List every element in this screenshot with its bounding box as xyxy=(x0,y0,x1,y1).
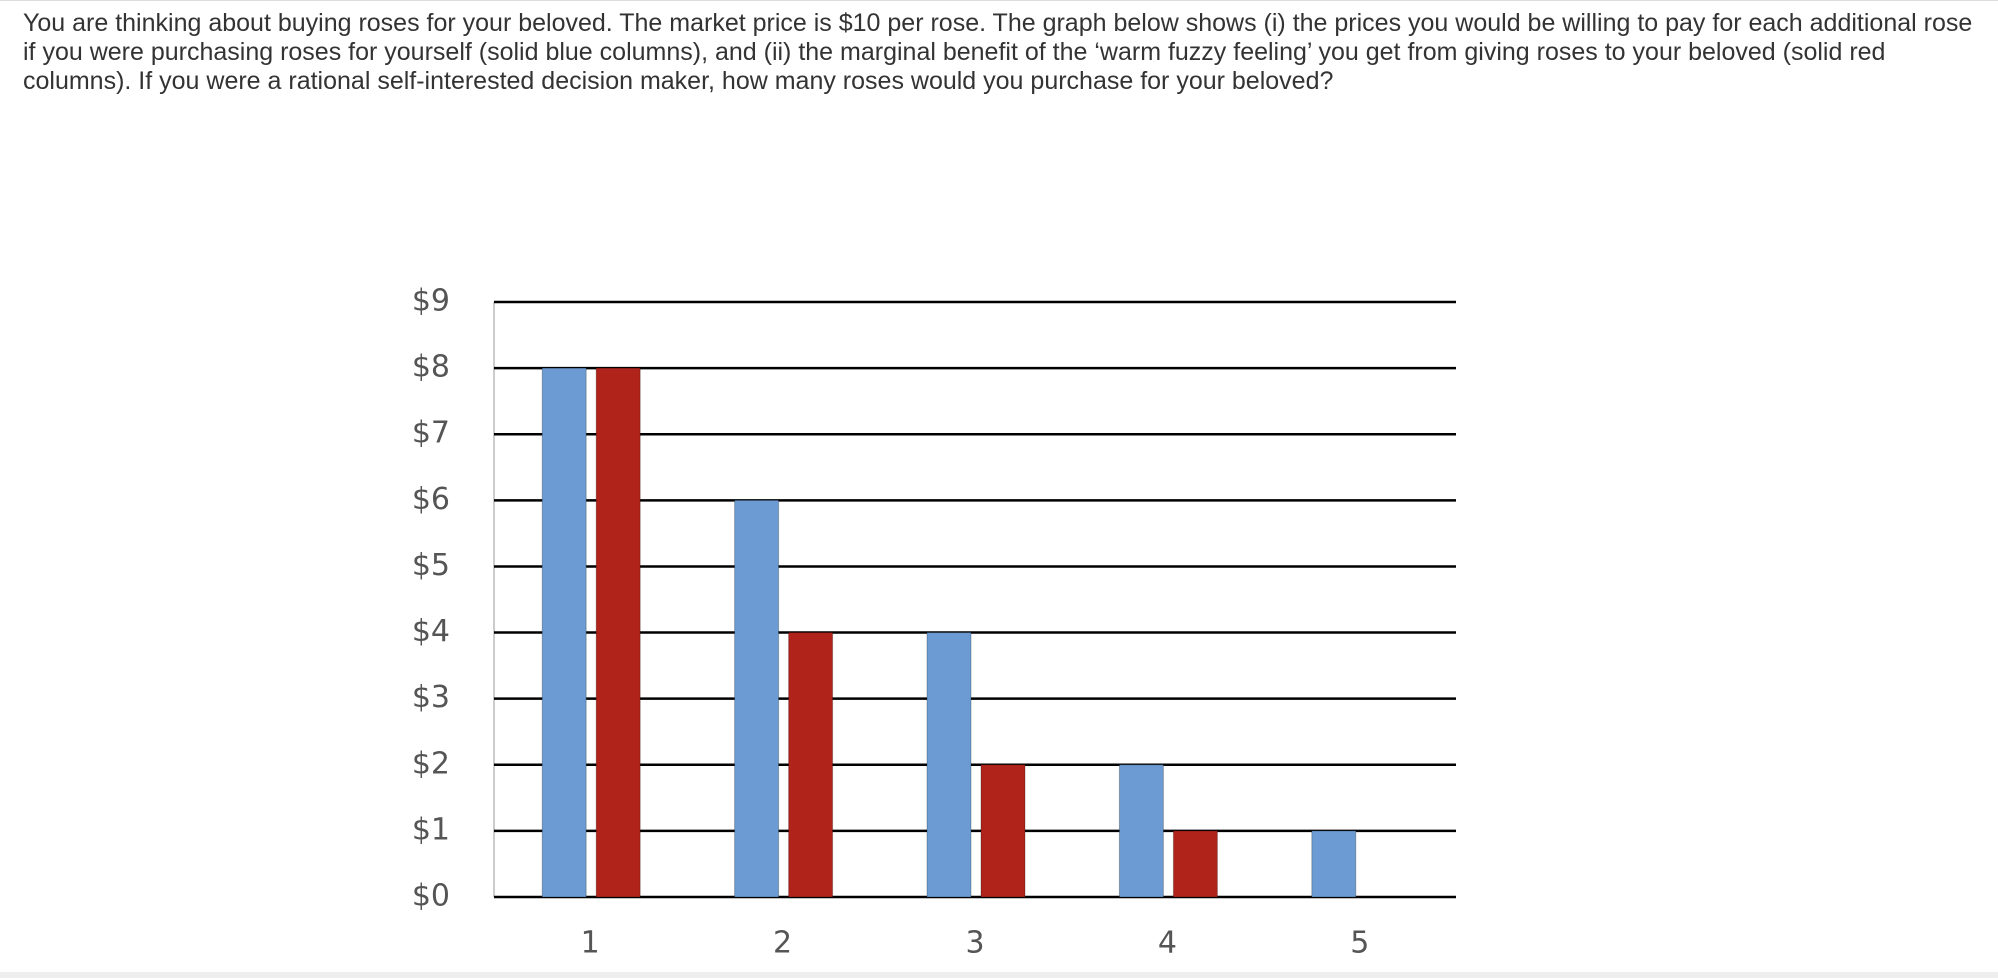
x-tick-label: 3 xyxy=(965,926,984,961)
y-tick-label: $6 xyxy=(412,482,450,517)
y-tick-label: $4 xyxy=(412,614,450,649)
bar xyxy=(1311,830,1357,898)
y-tick-label: $1 xyxy=(412,812,450,847)
y-tick-label: $3 xyxy=(412,680,450,715)
x-tick-label: 1 xyxy=(581,926,600,961)
bar xyxy=(1118,764,1164,898)
x-tick-label: 4 xyxy=(1158,926,1177,961)
bar xyxy=(734,499,780,898)
bar xyxy=(788,632,834,898)
bar xyxy=(541,367,587,898)
question-text: You are thinking about buying roses for … xyxy=(23,9,1973,95)
y-tick-label: $7 xyxy=(412,416,450,451)
x-tick-label: 2 xyxy=(773,926,792,961)
y-tick-label: $8 xyxy=(412,350,450,385)
x-tick-label: 5 xyxy=(1350,926,1369,961)
y-tick-label: $9 xyxy=(412,284,450,319)
y-tick-label: $5 xyxy=(412,548,450,583)
footer-divider xyxy=(0,972,1998,978)
bar xyxy=(595,367,641,898)
bar xyxy=(980,764,1026,898)
y-tick-label: $0 xyxy=(412,879,450,914)
bar xyxy=(1172,830,1218,898)
bar xyxy=(926,632,972,898)
y-tick-label: $2 xyxy=(412,746,450,781)
